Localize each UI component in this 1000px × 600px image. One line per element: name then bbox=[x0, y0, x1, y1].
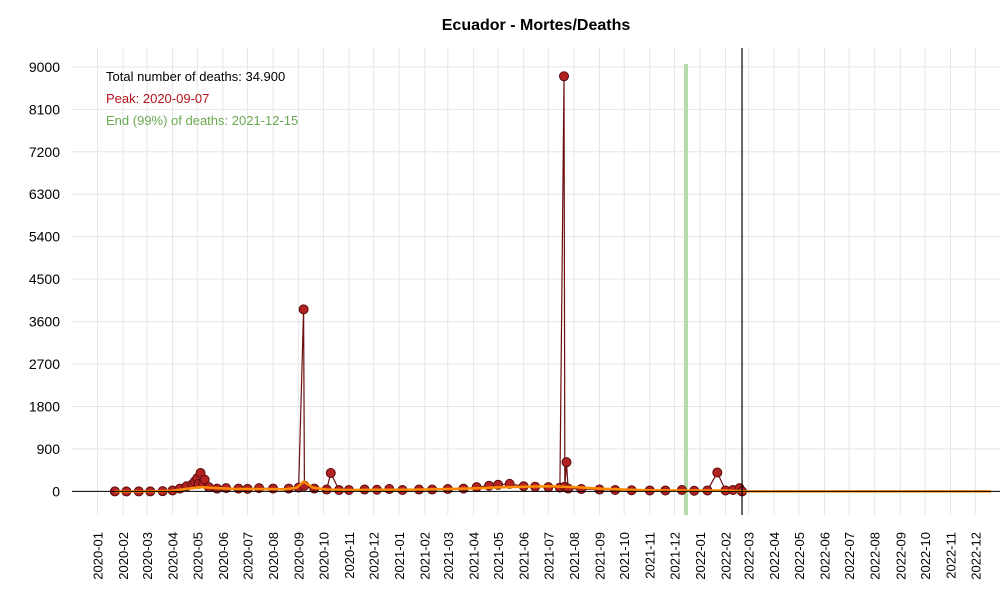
y-tick-label: 9000 bbox=[29, 59, 60, 75]
x-tick-label: 2022-08 bbox=[868, 532, 883, 580]
x-tick-label: 2021-04 bbox=[466, 532, 481, 580]
annotations: Total number of deaths: 34.900 Peak: 2020… bbox=[106, 69, 298, 128]
x-tick-label: 2020-09 bbox=[292, 532, 307, 580]
x-tick-label: 2020-06 bbox=[216, 532, 231, 580]
daily-deaths-point bbox=[576, 484, 587, 495]
x-tick-label: 2020-03 bbox=[140, 532, 155, 580]
annotation-text: Total number of deaths: 34.900 bbox=[106, 69, 285, 84]
trend-line bbox=[114, 480, 991, 493]
y-tick-label: 8100 bbox=[29, 101, 60, 117]
y-tick-label: 2700 bbox=[29, 356, 60, 372]
x-tick-label: 2020-05 bbox=[190, 532, 205, 580]
x-tick-label: 2022-11 bbox=[944, 532, 959, 579]
daily-deaths-point bbox=[199, 474, 210, 485]
y-tick-label: 900 bbox=[37, 441, 61, 457]
x-tick-label: 2022-09 bbox=[893, 532, 908, 580]
x-tick-label: 2022-10 bbox=[918, 532, 933, 580]
x-tick-label: 2020-02 bbox=[116, 532, 131, 580]
x-tick-label: 2020-01 bbox=[91, 532, 106, 580]
y-tick-label: 7200 bbox=[29, 144, 60, 160]
chart-title: Ecuador - Mortes/Deaths bbox=[442, 17, 631, 34]
y-tick-label: 0 bbox=[52, 483, 60, 499]
annotation-text: Peak: 2020-09-07 bbox=[106, 91, 209, 106]
x-tick-label: 2022-02 bbox=[719, 532, 734, 580]
x-tick-label: 2022-01 bbox=[693, 532, 708, 580]
chart-marks bbox=[109, 64, 991, 515]
y-tick-label: 4500 bbox=[29, 271, 60, 287]
grid-lines bbox=[72, 48, 1000, 515]
x-tick-label: 2021-07 bbox=[541, 532, 556, 580]
axes: 0 900 1800 2700 3600 4500 5400 6300 7200 8100 9000… bbox=[29, 48, 1000, 580]
daily-deaths-point bbox=[298, 304, 309, 315]
x-tick-label: 2022-04 bbox=[767, 532, 782, 580]
x-tick-label: 2022-12 bbox=[968, 532, 983, 580]
daily-deaths-point bbox=[559, 71, 570, 82]
x-tick-label: 2022-03 bbox=[742, 532, 757, 580]
x-tick-label: 2020-12 bbox=[367, 532, 382, 580]
x-tick-label: 2022-06 bbox=[817, 532, 832, 580]
y-tick-label: 5400 bbox=[29, 229, 60, 245]
x-tick-label: 2020-04 bbox=[166, 532, 181, 580]
x-tick-label: 2021-12 bbox=[667, 532, 682, 580]
x-tick-label: 2021-10 bbox=[617, 532, 632, 580]
annotation-text: End (99%) of deaths: 2021-12-15 bbox=[106, 113, 298, 128]
x-tick-label: 2021-08 bbox=[567, 532, 582, 580]
x-tick-label: 2021-02 bbox=[418, 532, 433, 580]
x-tick-label: 2021-03 bbox=[441, 532, 456, 580]
daily-deaths-point bbox=[325, 468, 336, 479]
x-tick-label: 2020-11 bbox=[342, 532, 357, 579]
daily-deaths-point bbox=[561, 457, 572, 468]
x-tick-label: 2022-05 bbox=[792, 532, 807, 580]
x-tick-label: 2020-08 bbox=[266, 532, 281, 580]
x-tick-label: 2020-07 bbox=[241, 532, 256, 580]
x-tick-label: 2021-09 bbox=[592, 532, 607, 580]
daily-deaths-point bbox=[712, 467, 723, 478]
x-tick-label: 2021-01 bbox=[392, 532, 407, 580]
x-tick-label: 2021-11 bbox=[643, 532, 658, 579]
y-tick-label: 1800 bbox=[29, 399, 60, 415]
x-tick-label: 2022-07 bbox=[842, 532, 857, 580]
y-tick-label: 6300 bbox=[29, 186, 60, 202]
x-tick-label: 2021-05 bbox=[491, 532, 506, 580]
y-tick-label: 3600 bbox=[29, 314, 60, 330]
x-tick-label: 2021-06 bbox=[517, 532, 532, 580]
x-tick-label: 2020-10 bbox=[316, 532, 331, 580]
